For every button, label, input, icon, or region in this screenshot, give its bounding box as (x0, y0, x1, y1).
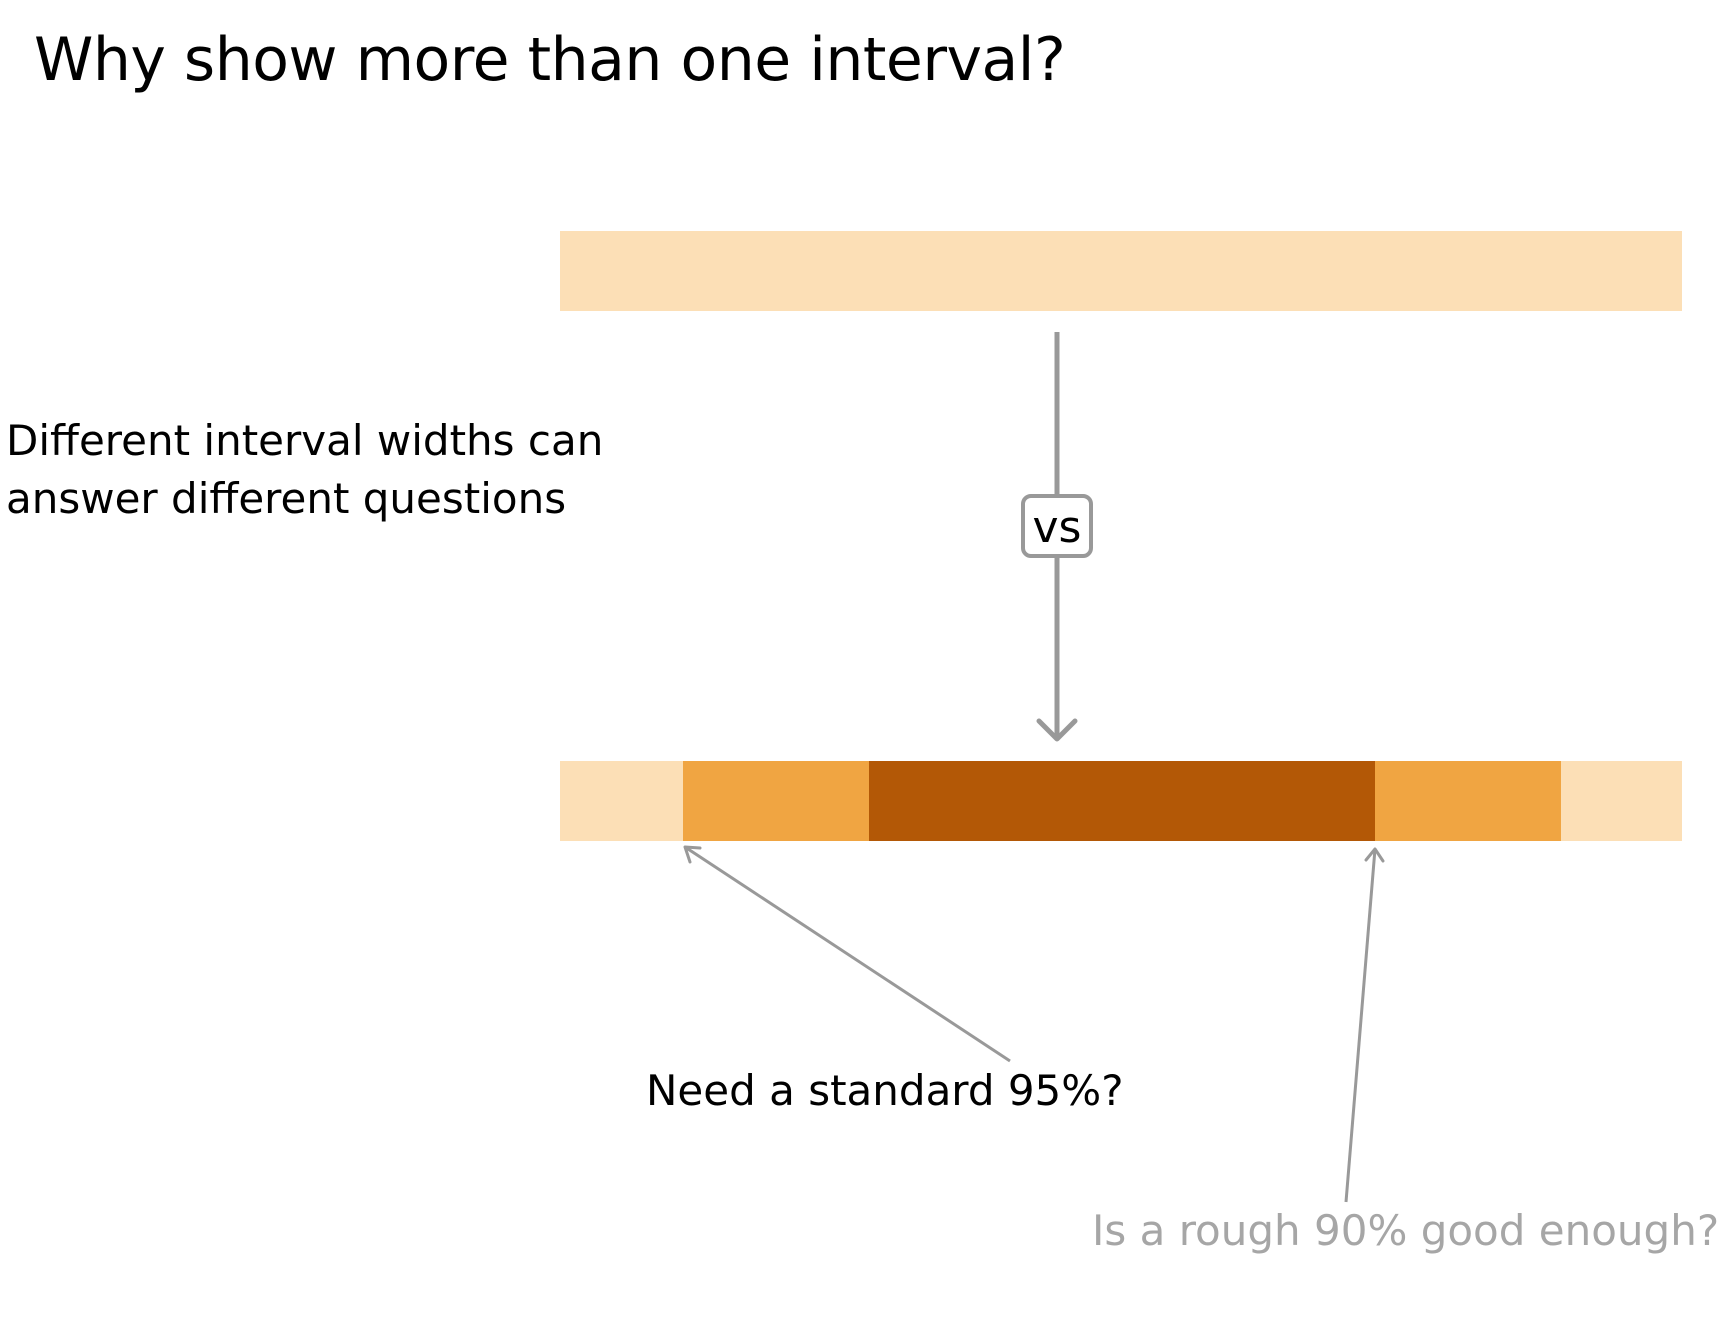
outer-interval-right (1561, 761, 1682, 841)
down-arrow-head (1036, 718, 1078, 742)
vs-box (1021, 494, 1093, 558)
callout-rough-90: Is a rough 90% good enough? (1092, 1206, 1720, 1255)
explanation-line-2: answer different questions (6, 474, 567, 523)
middle-interval-left (683, 761, 869, 841)
middle-interval-right (1375, 761, 1561, 841)
page-title: Why show more than one interval? (34, 25, 1066, 95)
arrow-head-95 (683, 845, 702, 864)
explanation-line-1: Different interval widths can (6, 416, 604, 465)
explanation-text: Different interval widths can answer dif… (6, 412, 603, 528)
arrow-to-90-edge (1344, 848, 1377, 1203)
callout-standard-95: Need a standard 95%? (646, 1066, 1124, 1115)
single-interval-band (560, 231, 1682, 311)
arrow-head-90 (1364, 847, 1385, 863)
inner-interval (869, 761, 1375, 841)
multi-interval-band (560, 761, 1682, 841)
arrow-to-95-edge (684, 845, 1011, 1063)
vs-label: vs (1033, 502, 1082, 553)
outer-interval-left (560, 761, 683, 841)
